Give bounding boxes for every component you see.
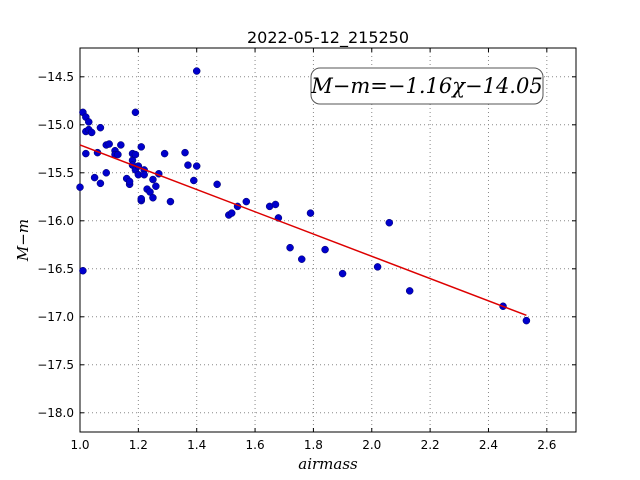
data-point: [192, 162, 201, 170]
fit-annotation: M−m=−1.16χ−14.05: [310, 67, 544, 105]
data-point: [297, 255, 306, 263]
y-tick-label: −18.0: [37, 406, 74, 420]
data-point: [152, 182, 160, 190]
x-tick-label: 1.6: [246, 438, 265, 452]
data-point: [271, 200, 280, 209]
data-point: [87, 128, 96, 137]
x-tick-label: 2.6: [537, 438, 556, 452]
data-point: [190, 176, 198, 185]
data-point: [85, 118, 93, 126]
data-point: [338, 269, 347, 278]
fit-line: [79, 144, 527, 317]
data-point: [117, 141, 125, 149]
y-axis-label: M−m: [14, 219, 32, 262]
data-point: [102, 169, 111, 177]
data-point: [160, 149, 169, 158]
data-point: [373, 263, 382, 271]
data-point: [405, 287, 414, 295]
x-tick-label: 1.8: [304, 438, 323, 452]
data-point: [90, 173, 99, 182]
data-point: [306, 209, 315, 217]
data-point: [96, 179, 105, 188]
data-point: [385, 218, 394, 227]
x-tick-label: 1.0: [70, 438, 89, 452]
x-tick-label: 1.4: [187, 438, 206, 452]
data-point: [149, 194, 157, 202]
y-tick-label: −15.0: [37, 118, 74, 132]
data-point: [192, 67, 201, 75]
data-points: [76, 67, 531, 325]
y-tick-label: −16.5: [37, 262, 74, 276]
y-tick-label: −15.5: [37, 166, 74, 180]
data-point: [213, 180, 221, 189]
data-point: [82, 149, 90, 158]
annotation-box: [310, 67, 544, 105]
data-point: [242, 197, 251, 206]
x-tick-label: 2.0: [362, 438, 381, 452]
data-point: [149, 175, 157, 184]
chart-title: 2022-05-12_215250: [247, 28, 409, 48]
data-point: [131, 108, 140, 117]
data-point: [137, 143, 146, 151]
y-tick-label: −17.0: [37, 310, 74, 324]
x-axis-label: airmass: [298, 455, 358, 473]
annotation-text: M−m=−1.16χ−14.05: [310, 74, 542, 98]
data-point: [166, 197, 175, 206]
x-tick-label: 1.2: [129, 438, 148, 452]
axis-ticks: 1.0 1.2 1.4 1.6 1.8 2.0 2.2 2.4 2.6 −14.5 −15.0 −15…: [37, 48, 576, 452]
y-tick-label: −14.5: [37, 70, 74, 84]
data-point: [131, 150, 140, 159]
data-point: [227, 209, 236, 217]
data-point: [137, 194, 146, 203]
data-point: [96, 123, 105, 132]
data-point: [181, 148, 189, 157]
data-point: [184, 161, 192, 169]
data-point: [522, 316, 531, 325]
data-point: [125, 177, 134, 186]
data-point: [321, 245, 329, 254]
data-point: [105, 140, 113, 148]
data-point: [140, 170, 148, 179]
y-tick-label: −17.5: [37, 358, 74, 372]
x-tick-label: 2.4: [479, 438, 498, 452]
x-tick-label: 2.2: [421, 438, 440, 452]
plot-area: [79, 47, 577, 433]
data-point: [114, 150, 122, 159]
data-point: [79, 266, 87, 275]
data-point: [76, 183, 84, 191]
y-tick-label: −16.0: [37, 214, 74, 228]
data-point: [286, 243, 294, 252]
